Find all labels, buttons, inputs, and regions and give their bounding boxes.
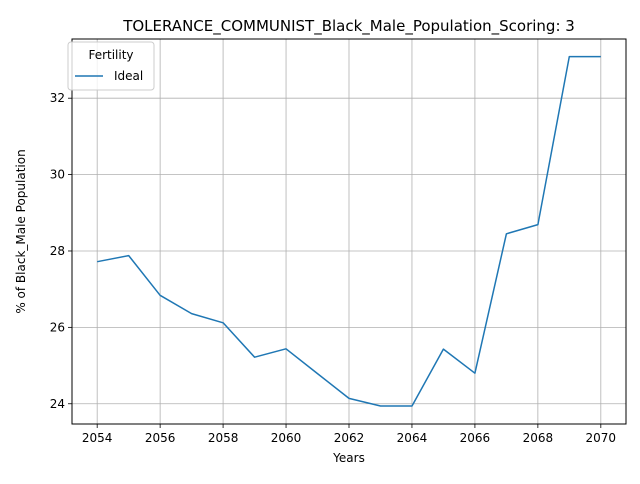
x-tick-label: 2064 [397, 431, 428, 445]
chart-title: TOLERANCE_COMMUNIST_Black_Male_Populatio… [122, 17, 575, 36]
x-tick-label: 2066 [460, 431, 491, 445]
y-tick-label: 30 [50, 168, 65, 182]
x-tick-label: 2054 [82, 431, 113, 445]
legend-box [67, 41, 155, 91]
y-tick-label: 28 [50, 244, 65, 258]
y-axis-ticks: 24 26 28 30 32 [50, 91, 72, 411]
x-axis-label: Years [332, 451, 365, 465]
x-tick-label: 2070 [586, 431, 617, 445]
y-tick-label: 24 [50, 397, 65, 411]
legend-label-ideal: Ideal [114, 69, 143, 83]
series-lines [97, 55, 601, 407]
y-tick-label: 32 [50, 91, 65, 105]
x-tick-label: 2060 [271, 431, 302, 445]
x-tick-label: 2056 [145, 431, 176, 445]
y-tick-label: 26 [50, 320, 65, 334]
x-tick-label: 2058 [208, 431, 239, 445]
x-tick-label: 2062 [334, 431, 365, 445]
y-axis-label: % of Black_Male Population [14, 149, 28, 313]
grid [72, 39, 626, 424]
x-axis-ticks: 2054 2056 2058 2060 2062 2064 2066 2068 2070 [82, 424, 616, 445]
legend-title: Fertility [88, 48, 133, 62]
series-line-ideal [97, 55, 601, 407]
plot-frame [71, 38, 627, 425]
x-tick-label: 2068 [523, 431, 554, 445]
legend: Fertility Ideal [67, 41, 155, 91]
